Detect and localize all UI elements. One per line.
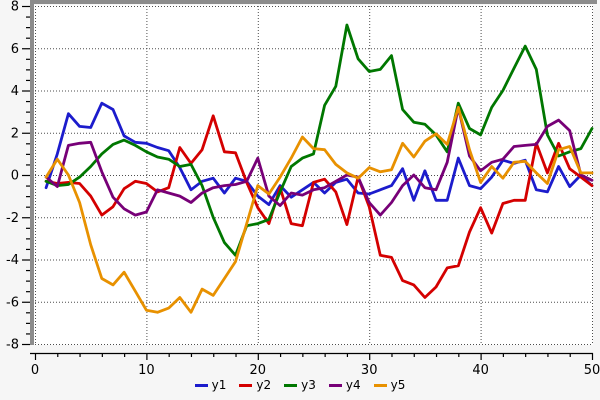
legend: y1 y2 y3 y4 y5 (0, 376, 600, 394)
y-tick-label: 0 (11, 169, 19, 184)
x-tick-label: 40 (472, 363, 489, 378)
legend-label-y1: y1 (211, 378, 227, 392)
legend-label-y2: y2 (256, 378, 272, 392)
y-tick-label: 2 (11, 126, 19, 141)
plot-border-top (30, 0, 597, 4)
legend-label-y5: y5 (390, 378, 406, 392)
x-tick-label: 0 (31, 363, 39, 378)
legend-item-y4: y4 (328, 378, 361, 392)
legend-label-y3: y3 (301, 378, 316, 392)
x-tick-label: 30 (361, 363, 378, 378)
legend-item-y2: y2 (239, 378, 271, 392)
y-tick-label: -6 (6, 295, 19, 310)
x-tick-label: 20 (250, 363, 267, 378)
y-tick-label: -8 (6, 338, 19, 353)
y-tick-label: 4 (11, 84, 19, 99)
x-tick-label: 10 (138, 363, 155, 378)
legend-item-y3: y3 (284, 378, 316, 392)
legend-item-y5: y5 (373, 378, 406, 392)
legend-swatch-y1 (194, 383, 208, 387)
legend-swatch-y2 (239, 383, 253, 387)
series-line-y2 (44, 114, 594, 299)
series-line-y5 (44, 106, 594, 314)
legend-swatch-y5 (373, 383, 387, 387)
y-tick-label: 6 (11, 42, 19, 57)
y-tick-label: 8 (11, 0, 19, 15)
plot-border-left (30, 0, 34, 345)
legend-swatch-y3 (284, 383, 298, 387)
y-tick-label: -4 (6, 253, 19, 268)
x-tick-label: 50 (584, 363, 600, 378)
series-line-y4 (44, 106, 594, 217)
legend-label-y4: y4 (345, 378, 361, 392)
legend-item-y1: y1 (194, 378, 227, 392)
y-tick-label: -2 (6, 211, 19, 226)
series-line-y3 (44, 23, 594, 257)
legend-swatch-y4 (328, 383, 342, 387)
